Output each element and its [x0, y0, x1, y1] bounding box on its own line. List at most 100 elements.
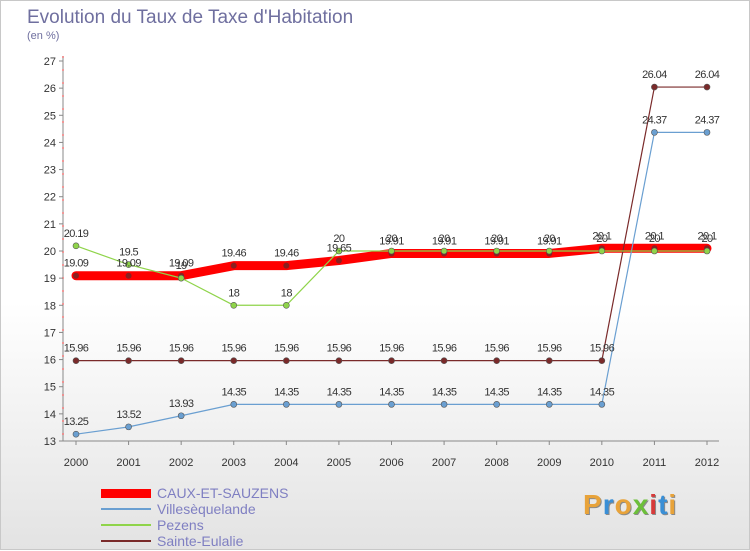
data-label: 20 — [544, 233, 556, 245]
data-point — [545, 247, 553, 255]
logo-letter: r — [602, 489, 615, 520]
proxiti-logo: Proxiti — [583, 489, 677, 521]
legend-item: CAUX-ET-SAUZENS — [101, 485, 288, 501]
data-point — [651, 247, 658, 255]
data-label: 15.96 — [169, 343, 194, 355]
data-label: 20.1 — [592, 230, 611, 242]
data-label: 20 — [386, 233, 398, 245]
data-label: 20 — [701, 233, 713, 245]
x-tick-label: 2006 — [379, 457, 403, 469]
data-point — [545, 357, 553, 364]
x-tick-label: 2001 — [116, 457, 140, 469]
data-label: 15.96 — [379, 343, 404, 355]
data-label: 20.1 — [697, 230, 716, 242]
data-point — [283, 262, 290, 269]
data-label: 14.35 — [432, 386, 457, 398]
data-label: 14.35 — [221, 386, 246, 398]
series-line — [75, 86, 708, 362]
x-tick-label: 2010 — [590, 457, 614, 469]
data-label: 24.37 — [695, 114, 720, 126]
data-label: 19.09 — [169, 258, 194, 270]
data-point — [703, 83, 711, 91]
legend-swatch — [101, 540, 151, 542]
data-point — [73, 272, 79, 279]
logo-letter: o — [614, 489, 633, 520]
data-label: 20.1 — [645, 230, 664, 242]
chart-unit: (en %) — [27, 30, 60, 42]
data-label: 15.96 — [432, 343, 457, 355]
legend-swatch — [101, 508, 151, 510]
data-point — [72, 357, 80, 364]
data-point — [230, 301, 238, 309]
data-point — [440, 247, 448, 255]
y-tick-label: 18 — [44, 300, 56, 312]
x-tick-label: 2011 — [643, 457, 667, 469]
data-point — [177, 274, 185, 282]
data-point — [388, 401, 395, 408]
data-point — [598, 247, 606, 255]
data-point — [283, 301, 290, 309]
data-point — [230, 401, 238, 408]
data-label: 19.09 — [116, 258, 141, 270]
data-label: 18 — [281, 287, 293, 299]
data-point — [703, 129, 711, 136]
logo-letter: x — [632, 489, 650, 520]
legend-item: Sainte-Eulalie — [101, 533, 288, 549]
data-label: 20 — [439, 233, 451, 245]
data-point — [125, 261, 132, 268]
data-label: 19.91 — [484, 235, 509, 247]
legend-label: Pezens — [157, 517, 204, 533]
y-tick-label: 16 — [44, 355, 56, 367]
data-label: 19.46 — [274, 248, 299, 260]
data-point — [651, 83, 658, 91]
data-label: 26.04 — [695, 69, 720, 81]
data-point — [230, 262, 237, 269]
data-point — [545, 401, 553, 408]
data-point — [72, 430, 80, 438]
legend-label: CAUX-ET-SAUZENS — [157, 485, 289, 501]
data-point — [493, 357, 500, 364]
data-label: 14.35 — [537, 386, 562, 398]
data-label: 20 — [649, 233, 661, 245]
data-point — [335, 257, 342, 264]
data-point — [125, 272, 132, 279]
y-tick-label: 22 — [44, 192, 56, 204]
x-tick-label: 2004 — [274, 457, 298, 469]
data-point — [388, 357, 395, 364]
data-point — [703, 247, 711, 255]
data-label: 15.96 — [537, 343, 562, 355]
data-label: 13.52 — [116, 409, 141, 421]
data-label: 13.25 — [64, 416, 89, 428]
x-tick-label: 2005 — [327, 457, 351, 469]
data-label: 26.04 — [642, 69, 667, 81]
y-tick-label: 20 — [44, 246, 56, 258]
data-label: 19.5 — [119, 247, 138, 259]
x-tick-label: 2003 — [222, 457, 246, 469]
data-point — [230, 357, 238, 364]
y-tick-label: 17 — [44, 327, 56, 339]
data-point — [598, 401, 606, 408]
legend-swatch — [101, 524, 151, 526]
data-point — [125, 423, 132, 431]
logo-letter: t — [658, 489, 669, 520]
x-tick-label: 2009 — [537, 457, 561, 469]
legend-label: Villesèquelande — [157, 501, 256, 517]
data-label: 19.09 — [64, 258, 89, 270]
y-tick-label: 21 — [44, 219, 56, 231]
data-label: 20 — [491, 233, 503, 245]
data-point — [283, 401, 290, 408]
legend-item: Villesèquelande — [101, 501, 288, 517]
y-tick-label: 23 — [44, 165, 56, 177]
data-point — [598, 357, 606, 364]
data-point — [335, 247, 343, 255]
data-point — [493, 401, 500, 408]
data-label: 14.35 — [274, 386, 299, 398]
data-label: 14.35 — [590, 386, 615, 398]
data-point — [440, 401, 448, 408]
x-tick-label: 2012 — [695, 457, 719, 469]
chart-title: Evolution du Taux de Taxe d'Habitation — [27, 7, 354, 28]
data-label: 15.96 — [274, 343, 299, 355]
y-tick-label: 24 — [44, 137, 56, 149]
data-label: 20.19 — [64, 228, 89, 240]
